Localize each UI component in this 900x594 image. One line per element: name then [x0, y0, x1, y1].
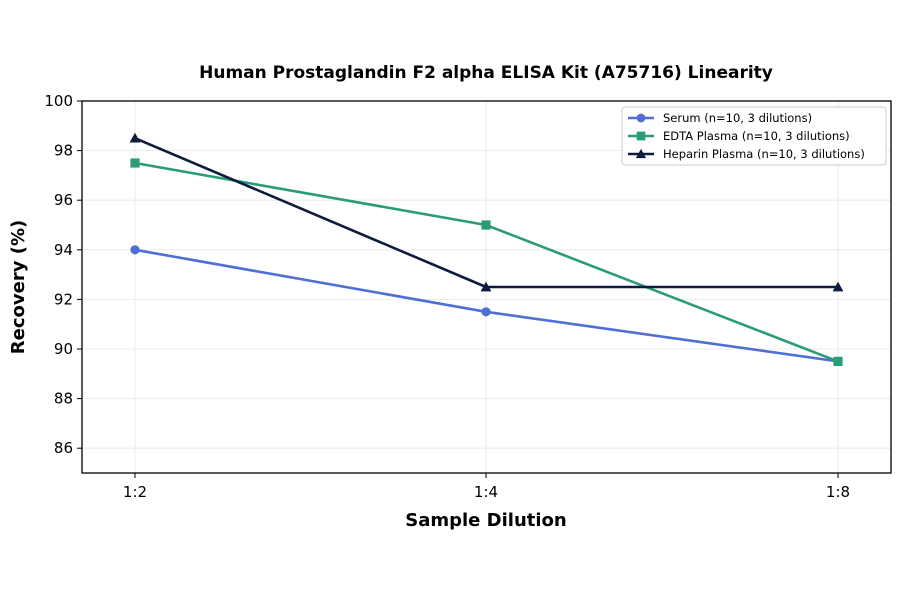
legend-label: Serum (n=10, 3 dilutions) — [663, 111, 812, 125]
data-point-triangle — [832, 281, 844, 292]
legend-box — [621, 106, 887, 166]
y-tick-label: 96 — [54, 191, 73, 209]
legend: Serum (n=10, 3 dilutions) EDTA Plasma (n=… — [621, 106, 887, 166]
y-axis-label: Recovery (%) — [8, 220, 29, 354]
y-tick-label: 88 — [54, 390, 73, 408]
chart-title: Human Prostaglandin F2 alpha ELISA Kit (… — [199, 63, 773, 83]
legend-item: EDTA Plasma (n=10, 3 dilutions) — [628, 129, 850, 143]
series-2 — [130, 158, 843, 366]
data-point-square — [636, 131, 646, 141]
data-point-circle — [130, 245, 140, 255]
y-tick-label: 92 — [54, 290, 73, 308]
data-point-square — [130, 158, 140, 168]
data-point-circle — [481, 307, 491, 317]
x-tick-label: 1:4 — [474, 483, 498, 501]
y-tick-label: 94 — [54, 241, 73, 259]
legend-label: Heparin Plasma (n=10, 3 dilutions) — [663, 147, 865, 161]
y-tick-label: 90 — [54, 340, 73, 358]
x-tick-label: 1:2 — [123, 483, 147, 501]
y-tick-label: 86 — [54, 439, 73, 457]
data-point-circle — [636, 113, 646, 123]
data-point-triangle — [129, 132, 141, 143]
series-line — [134, 248, 839, 363]
data-point-square — [833, 356, 843, 366]
legend-item: Heparin Plasma (n=10, 3 dilutions) — [628, 147, 865, 161]
legend-label: EDTA Plasma (n=10, 3 dilutions) — [663, 129, 850, 143]
series-3 — [129, 132, 844, 292]
legend-item: Serum (n=10, 3 dilutions) — [628, 111, 812, 125]
x-tick-label: 1:8 — [826, 483, 850, 501]
series-1 — [130, 245, 843, 366]
data-point-triangle — [635, 148, 647, 159]
data-point-square — [481, 220, 491, 230]
series-layer — [129, 132, 844, 366]
y-tick-label: 98 — [54, 142, 73, 160]
axis-ticks: 1:2 1:4 1:8 86 88 90 92 94 96 98 100 — [44, 92, 850, 501]
series-line — [134, 161, 839, 363]
y-tick-label: 100 — [44, 92, 73, 110]
data-point-triangle — [480, 281, 492, 292]
x-axis-label: Sample Dilution — [405, 510, 566, 531]
